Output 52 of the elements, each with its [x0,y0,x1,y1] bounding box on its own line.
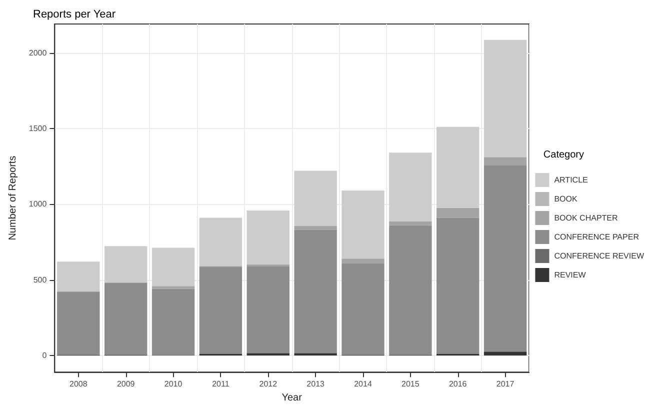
bar [436,208,480,218]
bar [57,292,100,355]
bar [484,40,527,158]
y-tick-label: 1000 [28,200,48,209]
bar [199,266,242,354]
bar [246,266,290,354]
chart-title: Reports per Year [33,8,116,20]
x-tick-label: 2011 [212,380,230,389]
bar [389,152,432,222]
bar [294,226,337,230]
bar [246,210,290,264]
bar [342,258,384,264]
bar [152,288,195,356]
bar [484,352,527,356]
y-axis-title: Number of Reports [8,156,18,240]
bar [484,157,527,166]
bar [389,222,432,226]
bar [436,126,480,208]
bar [152,248,195,286]
bar [294,170,337,226]
x-tick-label: 2008 [70,380,88,389]
bar [152,286,195,289]
x-axis-title: Year [282,392,303,404]
legend-title: Category [543,150,584,160]
bar [199,218,242,266]
x-tick-label: 2009 [116,380,136,389]
x-tick-label: 2014 [354,380,372,389]
legend-label: CONFERENCE REVIEW [554,252,644,260]
legend-label: BOOK [554,194,578,204]
legend-label: CONFERENCE PAPER [554,232,640,242]
bar [57,262,100,292]
bar [104,246,148,282]
y-tick-label: 2000 [28,48,48,58]
bar [294,230,337,354]
legend-label: ARTICLE [554,176,588,184]
x-tick-label: 2017 [496,380,515,389]
y-tick-label: 500 [33,275,48,284]
bar [342,263,384,355]
x-tick-label: 2016 [448,380,468,389]
legend-label: BOOK CHAPTER [554,214,618,222]
y-tick-label: 1500 [28,124,48,133]
bar [484,166,527,352]
x-tick-label: 2010 [164,380,183,389]
x-tick-label: 2012 [259,380,278,389]
bar [104,282,148,355]
bar [342,190,384,259]
bar [436,218,480,354]
y-tick-label: 0 [42,350,48,360]
x-tick-label: 2015 [402,380,420,389]
legend-label: REVIEW [554,270,586,280]
bar [389,225,432,355]
x-tick-label: 2013 [306,380,326,389]
